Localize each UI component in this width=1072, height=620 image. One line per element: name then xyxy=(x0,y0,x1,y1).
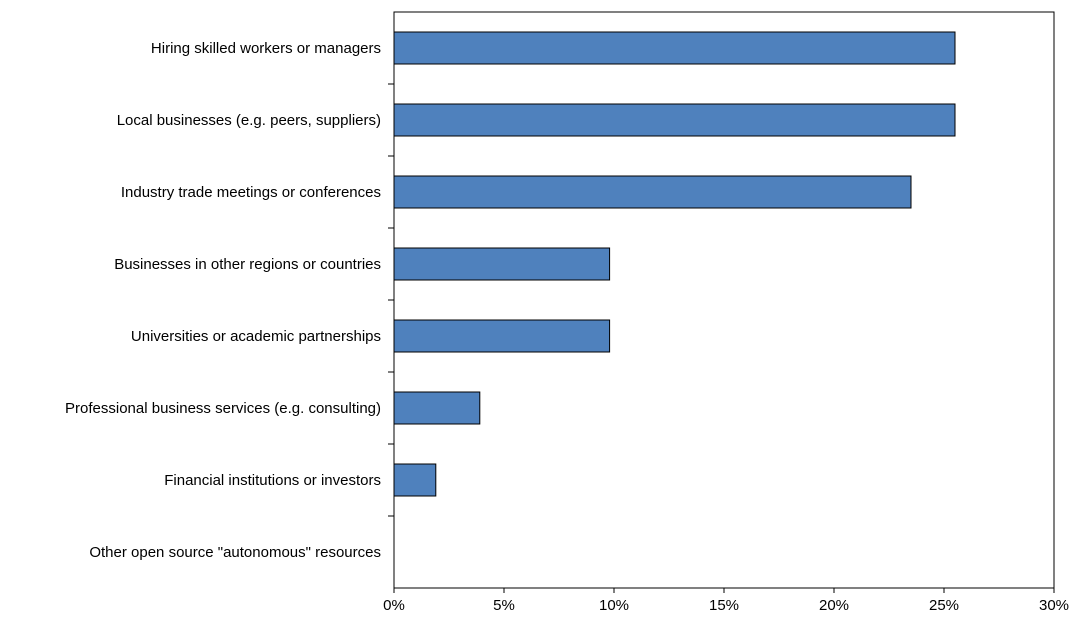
bar xyxy=(393,31,956,65)
category-label: Hiring skilled workers or managers xyxy=(151,40,381,57)
x-tick-label: 30% xyxy=(1039,597,1069,614)
x-tick-label: 10% xyxy=(599,597,629,614)
category-label: Universities or academic partnerships xyxy=(131,328,381,345)
bar xyxy=(393,175,912,209)
plot-area-frame xyxy=(393,11,1055,589)
bar xyxy=(393,103,956,137)
bar xyxy=(393,463,437,497)
x-tick-label: 15% xyxy=(709,597,739,614)
category-label: Industry trade meetings or conferences xyxy=(121,184,381,201)
category-labels: Hiring skilled workers or managers Local … xyxy=(65,40,381,561)
x-tick-label: 25% xyxy=(929,597,959,614)
bar xyxy=(393,247,611,281)
category-label: Local businesses (e.g. peers, suppliers) xyxy=(117,112,381,129)
bar xyxy=(393,319,611,353)
category-label: Financial institutions or investors xyxy=(164,472,381,489)
category-label: Other open source "autonomous" resources xyxy=(89,544,381,561)
category-label: Professional business services (e.g. con… xyxy=(65,400,381,417)
bars-layer xyxy=(393,31,956,497)
x-tick-label: 5% xyxy=(493,597,515,614)
bar xyxy=(393,391,481,425)
x-axis-ticks: 0% 5% 10% 15% 20% 25% 30% xyxy=(383,83,1069,614)
x-tick-label: 0% xyxy=(383,597,405,614)
category-label: Businesses in other regions or countries xyxy=(114,256,381,273)
x-tick-label: 20% xyxy=(819,597,849,614)
